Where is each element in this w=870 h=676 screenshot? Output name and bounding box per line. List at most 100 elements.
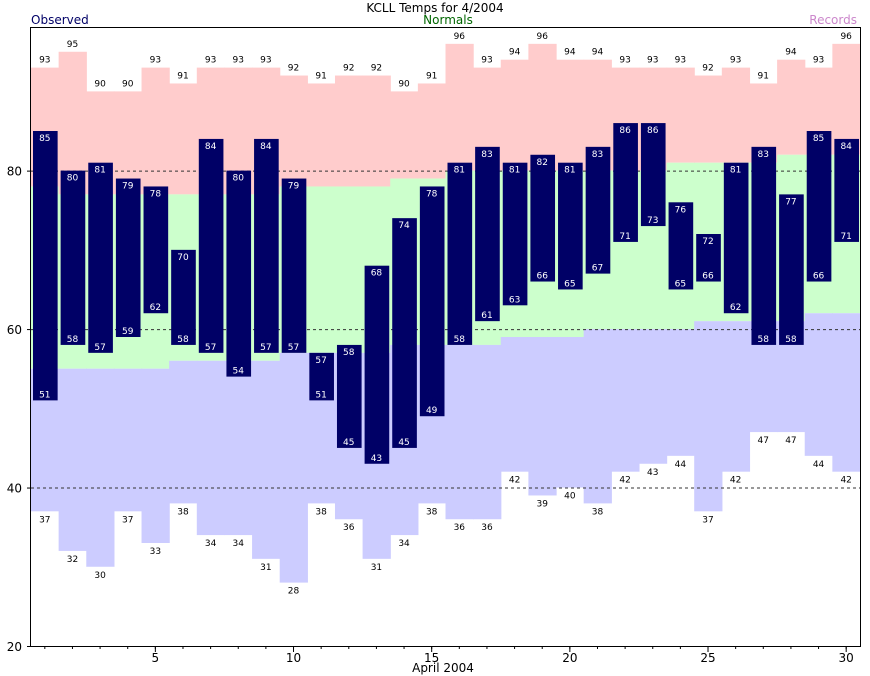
x-tick-label: 15	[424, 651, 439, 665]
observed-bar	[171, 249, 196, 345]
observed-bar	[779, 194, 804, 345]
legend-observed: Observed	[31, 13, 89, 27]
record-low-band	[528, 337, 557, 496]
record-high-label: 93	[150, 56, 161, 66]
record-low-band	[196, 360, 226, 536]
observed-low-label: 62	[150, 303, 161, 313]
observed-high-label: 77	[785, 197, 796, 207]
record-high-band	[721, 67, 751, 163]
record-low-label: 36	[481, 523, 493, 533]
plot-frame	[30, 27, 861, 647]
record-high-label: 94	[509, 48, 521, 58]
record-low-label: 42	[840, 476, 851, 486]
x-tick-label: 30	[839, 651, 854, 665]
observed-high-label: 58	[343, 348, 355, 358]
record-low-label: 34	[205, 539, 217, 549]
axis-layer: 20 40 60 80 5 10 15 20 25 30	[7, 165, 854, 665]
record-low-label: 37	[39, 515, 50, 525]
y-tick-label: 60	[7, 323, 22, 337]
record-high-band	[279, 75, 308, 187]
record-low-label: 47	[785, 436, 796, 446]
x-tick-label: 10	[286, 651, 301, 665]
observed-low-label: 65	[564, 279, 575, 289]
gridline-layer	[31, 170, 860, 489]
observed-bar	[447, 162, 473, 345]
observed-bar	[336, 344, 362, 448]
record-low-band	[721, 321, 751, 472]
observed-low-label: 66	[813, 272, 825, 282]
observed-bar	[281, 178, 307, 353]
observed-bar	[834, 138, 859, 242]
observed-low-label: 66	[536, 272, 548, 282]
observed-high-label: 74	[398, 221, 410, 231]
observed-bar	[392, 218, 417, 448]
observed-low-label: 43	[371, 454, 382, 464]
observed-high-label: 76	[675, 205, 687, 215]
observed-low-label: 45	[398, 438, 409, 448]
legend-records: Records	[809, 13, 857, 27]
record-low-band	[224, 360, 253, 536]
record-high-label: 93	[233, 56, 244, 66]
record-low-label: 38	[592, 507, 604, 517]
record-high-band	[694, 75, 723, 163]
record-low-label: 30	[94, 571, 106, 581]
record-high-band	[500, 59, 529, 171]
observed-high-label: 81	[730, 166, 741, 176]
record-high-label: 96	[840, 32, 852, 42]
record-high-label: 96	[454, 32, 466, 42]
record-low-band	[556, 337, 585, 488]
observed-bar	[33, 131, 58, 401]
record-high-label: 91	[426, 71, 437, 81]
observed-high-label: 86	[619, 126, 631, 136]
observed-low-label: 71	[840, 232, 851, 242]
observed-low-label: 73	[647, 216, 658, 226]
record-low-label: 42	[730, 476, 741, 486]
observed-low-label: 51	[315, 390, 326, 400]
value-label-layer: 93 85 51 37 95 80 58 32 90 81 57 30 90 79 59 37 93 78 62 33…	[39, 32, 852, 597]
observed-bar	[751, 146, 777, 345]
record-low-label: 44	[813, 460, 825, 470]
observed-bar	[60, 170, 86, 345]
observed-low-label: 57	[205, 343, 216, 353]
observed-bar	[143, 186, 169, 314]
observed-bar	[530, 154, 556, 282]
record-low-label: 37	[122, 515, 133, 525]
observed-high-label: 83	[592, 150, 603, 160]
record-low-label: 34	[398, 539, 410, 549]
record-high-label: 93	[205, 56, 216, 66]
chart-title: KCLL Temps for 4/2004	[366, 1, 503, 15]
record-high-label: 96	[536, 32, 548, 42]
record-low-label: 37	[702, 515, 713, 525]
observed-bar	[254, 138, 279, 353]
record-low-band	[666, 329, 695, 456]
observed-high-label: 84	[205, 142, 217, 152]
observed-low-label: 58	[758, 335, 770, 345]
record-low-label: 47	[758, 436, 769, 446]
record-low-band	[694, 321, 723, 512]
record-low-label: 28	[288, 587, 300, 597]
record-high-label: 90	[94, 79, 106, 89]
record-low-label: 38	[315, 507, 327, 517]
record-high-label: 91	[758, 71, 769, 81]
observed-bar	[806, 131, 832, 282]
observed-high-label: 82	[536, 158, 547, 168]
observed-bar	[88, 162, 113, 353]
record-low-band	[638, 329, 668, 464]
observed-high-label: 81	[454, 166, 465, 176]
record-low-label: 39	[536, 499, 548, 509]
record-low-label: 43	[647, 468, 658, 478]
observed-bar	[475, 146, 500, 322]
record-high-label: 94	[785, 48, 797, 58]
observed-high-label: 57	[315, 356, 326, 366]
observed-low-label: 71	[619, 232, 630, 242]
record-high-label: 92	[288, 64, 299, 74]
record-high-label: 92	[343, 64, 354, 74]
record-low-label: 42	[509, 476, 520, 486]
record-high-band	[556, 59, 585, 171]
observed-low-label: 57	[260, 343, 271, 353]
observed-high-label: 78	[150, 189, 162, 199]
record-low-band	[169, 360, 198, 504]
record-low-band	[279, 352, 308, 583]
observed-bar	[640, 123, 666, 227]
